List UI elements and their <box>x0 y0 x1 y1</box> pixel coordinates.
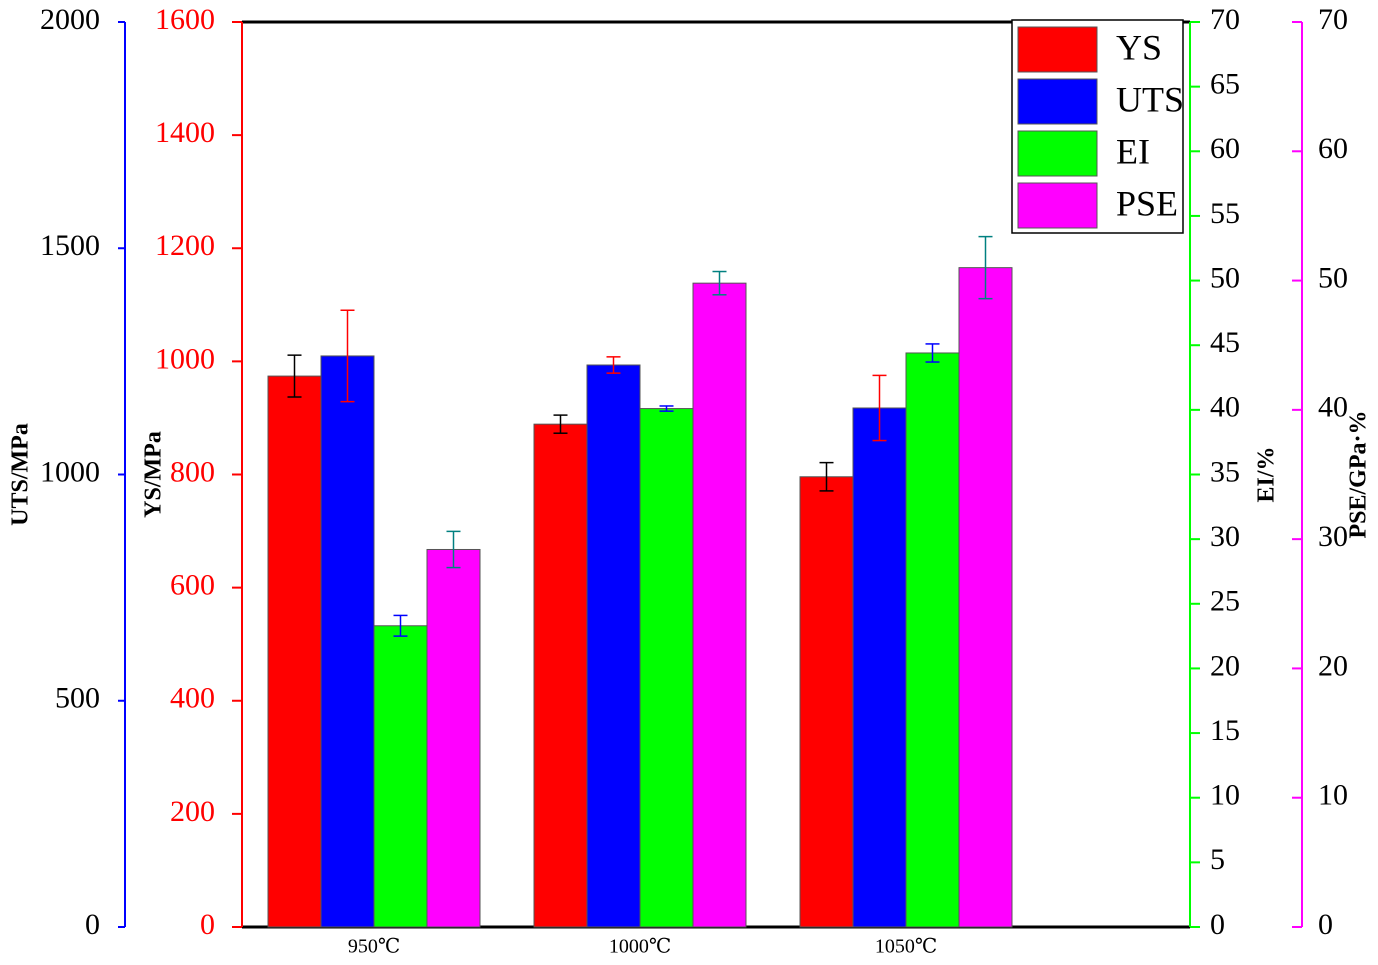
tick-label: 1200 <box>155 229 215 262</box>
bar <box>692 282 747 928</box>
axis-title: PSE/GPa·% <box>1346 410 1372 538</box>
axis-title: YS/MPa <box>141 431 167 518</box>
legend-label: PSE <box>1116 183 1178 223</box>
bar <box>320 355 375 928</box>
x-tick-label: 1000℃ <box>609 936 671 958</box>
tick-label: 800 <box>170 455 215 488</box>
axis-title: UTS/MPa <box>8 423 34 526</box>
tick-label: 0 <box>1210 908 1225 941</box>
tick-label: 70 <box>1318 3 1348 36</box>
tick-label: 10 <box>1318 779 1348 812</box>
tick-label: 50 <box>1210 261 1240 294</box>
tick-label: 600 <box>170 569 215 602</box>
tick-label: 30 <box>1210 520 1240 553</box>
tick-label: 30 <box>1318 520 1348 553</box>
tick-label: 0 <box>200 908 215 941</box>
tick-label: 1400 <box>155 116 215 149</box>
tick-label: 500 <box>55 682 100 715</box>
tick-label: 40 <box>1318 391 1348 424</box>
bar <box>426 548 481 928</box>
tick-label: 1500 <box>40 229 100 262</box>
legend-label: YS <box>1116 27 1162 67</box>
tick-label: 10 <box>1210 779 1240 812</box>
bar <box>373 625 428 928</box>
legend-label: UTS <box>1116 79 1184 119</box>
bar <box>905 352 960 928</box>
legend-label: EI <box>1116 131 1150 171</box>
tick-label: 55 <box>1210 197 1240 230</box>
tick-label: 5 <box>1210 843 1225 876</box>
axis-title: EI/% <box>1254 446 1280 502</box>
tick-label: 1000 <box>155 342 215 375</box>
tick-label: 40 <box>1210 391 1240 424</box>
legend-swatch <box>1017 130 1098 177</box>
bar <box>586 364 641 928</box>
bar <box>852 407 907 928</box>
legend-swatch <box>1017 182 1098 229</box>
tick-label: 60 <box>1210 132 1240 165</box>
tick-label: 50 <box>1318 261 1348 294</box>
legend-swatch <box>1017 78 1098 125</box>
tick-label: 35 <box>1210 455 1240 488</box>
tick-label: 25 <box>1210 585 1240 618</box>
tick-label: 15 <box>1210 714 1240 747</box>
tick-label: 200 <box>170 795 215 828</box>
bar <box>533 423 588 928</box>
tick-label: 1000 <box>40 455 100 488</box>
tick-label: 0 <box>85 908 100 941</box>
tick-label: 20 <box>1210 649 1240 682</box>
bar <box>958 267 1013 928</box>
tick-label: 2000 <box>40 3 100 36</box>
x-tick-label: 950℃ <box>348 936 400 958</box>
tick-label: 0 <box>1318 908 1333 941</box>
tick-label: 400 <box>170 682 215 715</box>
tick-label: 65 <box>1210 68 1240 101</box>
legend-swatch <box>1017 26 1098 73</box>
bar <box>267 375 322 928</box>
bar <box>799 476 854 928</box>
tick-label: 60 <box>1318 132 1348 165</box>
bar <box>639 408 694 928</box>
tick-label: 1600 <box>155 3 215 36</box>
tick-label: 70 <box>1210 3 1240 36</box>
x-tick-label: 1050℃ <box>875 936 937 958</box>
tick-label: 45 <box>1210 326 1240 359</box>
tick-label: 20 <box>1318 649 1348 682</box>
